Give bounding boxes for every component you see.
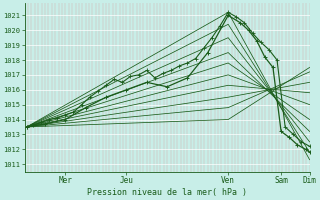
X-axis label: Pression niveau de la mer( hPa ): Pression niveau de la mer( hPa ) <box>87 188 247 197</box>
